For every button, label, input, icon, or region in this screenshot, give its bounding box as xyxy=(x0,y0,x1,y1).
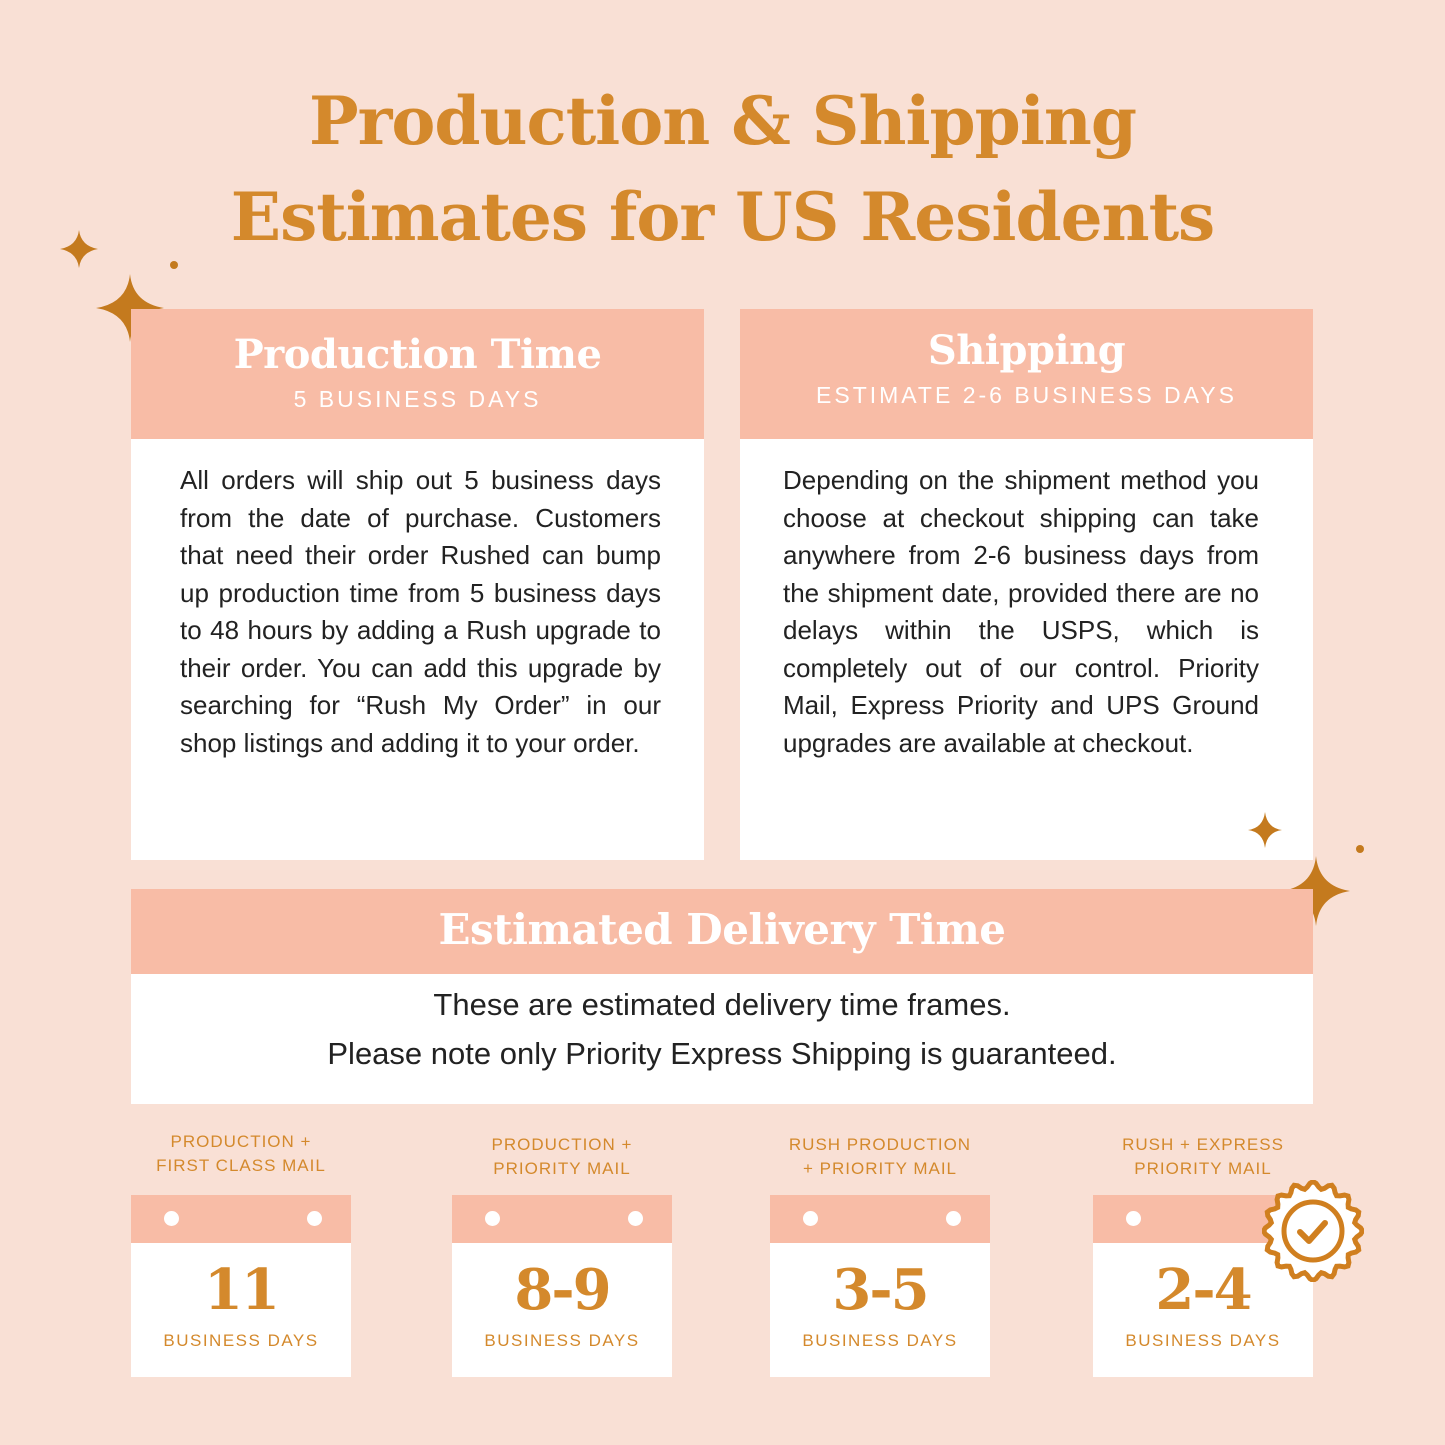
option-label-line2: + PRIORITY MAIL xyxy=(802,1159,958,1178)
production-body: All orders will ship out 5 business days… xyxy=(180,465,661,758)
option-label-line1: PRODUCTION + xyxy=(170,1132,312,1151)
ring-hole xyxy=(628,1211,643,1226)
option-label: RUSH + EXPRESS PRIORITY MAIL xyxy=(1073,1133,1333,1181)
badge-check-icon xyxy=(1262,1180,1364,1282)
sparkle-icon xyxy=(1248,812,1364,926)
calendar-top xyxy=(452,1195,672,1243)
calendar-card: 3-5 BUSINESS DAYS xyxy=(770,1195,990,1377)
ring-hole xyxy=(485,1211,500,1226)
option-label: PRODUCTION + PRIORITY MAIL xyxy=(432,1133,692,1181)
calendar-top xyxy=(131,1195,351,1243)
calendar-card: 11 BUSINESS DAYS xyxy=(131,1195,351,1377)
delivery-days: 3-5 xyxy=(832,1257,929,1323)
option-label-line1: RUSH PRODUCTION xyxy=(788,1135,972,1154)
ring-hole xyxy=(803,1211,818,1226)
option-label-line1: RUSH + EXPRESS xyxy=(1122,1135,1284,1154)
business-days-label: BUSINESS DAYS xyxy=(1125,1331,1281,1350)
production-time-card: Production Time 5 BUSINESS DAYS All orde… xyxy=(131,309,704,860)
option-label: PRODUCTION + FIRST CLASS MAIL xyxy=(111,1130,371,1178)
page-title-line2: Estimates for US Residents xyxy=(230,178,1215,256)
delivery-line2: Please note only Priority Express Shippi… xyxy=(327,1036,1117,1071)
delivery-heading: Estimated Delivery Time xyxy=(438,905,1006,954)
business-days-label: BUSINESS DAYS xyxy=(163,1331,319,1350)
page-title-line1: Production & Shipping xyxy=(308,82,1137,160)
delivery-line1: These are estimated delivery time frames… xyxy=(433,987,1011,1022)
shipping-card: Shipping ESTIMATE 2-6 BUSINESS DAYS Depe… xyxy=(740,309,1313,860)
option-label: RUSH PRODUCTION + PRIORITY MAIL xyxy=(750,1133,1010,1181)
shipping-heading: Shipping xyxy=(927,327,1126,374)
option-label-line1: PRODUCTION + xyxy=(491,1135,633,1154)
ring-hole xyxy=(307,1211,322,1226)
ring-hole xyxy=(164,1211,179,1226)
shipping-subheading: ESTIMATE 2-6 BUSINESS DAYS xyxy=(816,382,1237,408)
business-days-label: BUSINESS DAYS xyxy=(484,1331,640,1350)
calendar-top xyxy=(770,1195,990,1243)
delivery-days: 8-9 xyxy=(514,1257,611,1323)
calendar-card: 8-9 BUSINESS DAYS xyxy=(452,1195,672,1377)
ring-hole xyxy=(1126,1211,1141,1226)
production-subheading: 5 BUSINESS DAYS xyxy=(293,386,542,412)
ring-hole xyxy=(946,1211,961,1226)
production-heading: Production Time xyxy=(233,331,602,378)
shipping-body: Depending on the shipment method you cho… xyxy=(783,465,1259,758)
sparkle-icon xyxy=(60,230,178,342)
delivery-days: 11 xyxy=(204,1257,280,1323)
delivery-card: Estimated Delivery Time These are estima… xyxy=(131,889,1313,1104)
business-days-label: BUSINESS DAYS xyxy=(802,1331,958,1350)
option-label-line2: PRIORITY MAIL xyxy=(1134,1159,1272,1178)
option-label-line2: PRIORITY MAIL xyxy=(493,1159,631,1178)
option-label-line2: FIRST CLASS MAIL xyxy=(156,1156,326,1175)
delivery-days: 2-4 xyxy=(1155,1257,1252,1323)
